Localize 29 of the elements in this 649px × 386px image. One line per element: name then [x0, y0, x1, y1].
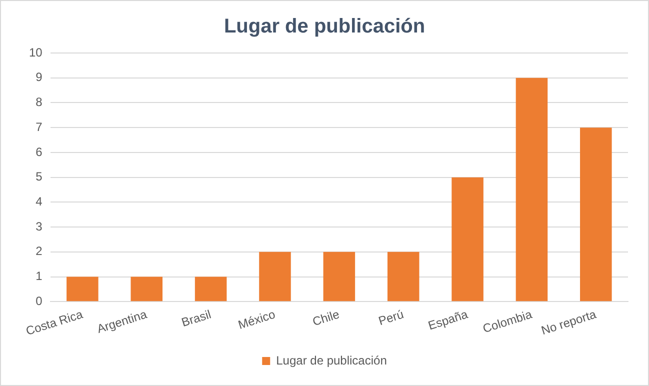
y-tick-label: 8 — [36, 95, 43, 110]
x-tick-label: Brasil — [180, 307, 213, 330]
bar — [194, 276, 227, 302]
chart-title: Lugar de publicación — [224, 16, 426, 38]
y-tick-label: 4 — [36, 194, 43, 208]
y-tick-label: 7 — [36, 120, 43, 134]
bar — [580, 128, 612, 302]
bar — [387, 252, 420, 302]
y-tick-label: 10 — [28, 45, 43, 60]
legend-label: Lugar de publicación — [276, 353, 387, 368]
x-tick-label: Costa Rica — [24, 307, 85, 338]
bar — [452, 177, 484, 302]
x-tick-label: Chile — [310, 307, 342, 329]
y-tick-label: 0 — [36, 294, 43, 308]
y-tick-label: 3 — [36, 219, 43, 234]
y-tick-label: 5 — [36, 170, 43, 184]
x-tick-label: No reporta — [540, 307, 598, 338]
bar — [259, 252, 291, 302]
y-tick-label: 2 — [36, 244, 43, 258]
x-tick-label: México — [236, 307, 278, 332]
bar — [516, 78, 548, 302]
y-tick-label: 1 — [36, 269, 43, 284]
y-tick-label: 6 — [36, 144, 43, 159]
bar — [130, 276, 163, 302]
bar — [66, 276, 98, 302]
y-tick-label: 9 — [36, 70, 43, 84]
x-tick-label: Perú — [376, 307, 406, 328]
x-tick-label: España — [426, 307, 470, 333]
bar — [323, 252, 356, 302]
